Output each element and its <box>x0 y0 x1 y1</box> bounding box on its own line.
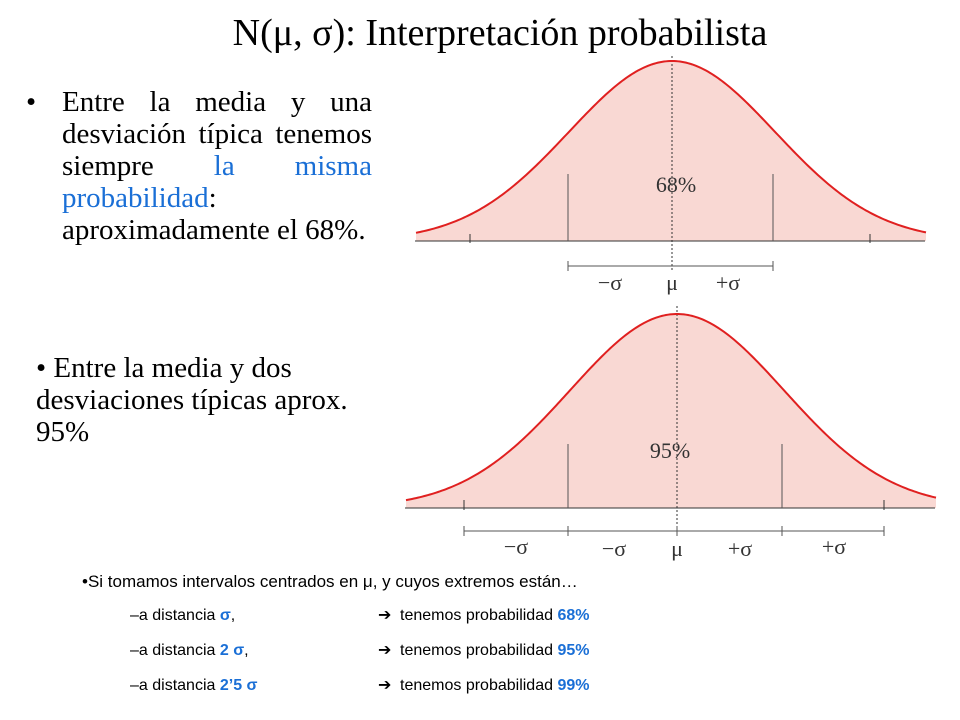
row-left-value: 2’5 σ <box>219 677 258 694</box>
percent-label: 68% <box>656 172 696 197</box>
arrow-right-icon: ➔ <box>378 642 392 659</box>
shaded-area-68 <box>416 61 926 241</box>
axis-label-mu: μ <box>666 270 678 295</box>
summary-row-right: ➔ tenemos probabilidad 99% <box>378 676 589 696</box>
row-right-text: tenemos probabilidad <box>400 642 558 659</box>
row-right-value: 68% <box>557 607 590 624</box>
summary-row-left: –a distancia 2’5 σ <box>130 676 257 696</box>
row-left-suffix: , <box>244 642 249 659</box>
arrow-right-icon: ➔ <box>378 677 392 694</box>
shaded-area-95 <box>406 314 936 508</box>
row-right-value: 99% <box>557 677 590 694</box>
arrow-right-icon: ➔ <box>378 607 392 624</box>
summary-row-left: –a distancia σ, <box>130 606 235 626</box>
axis-label-minus-sigma: −σ <box>598 270 622 295</box>
normal-curve <box>405 313 937 502</box>
bullet-dot: • <box>26 86 37 118</box>
bullet-highlight: la misma probabilidad <box>62 150 372 214</box>
row-left-text: –a distancia <box>130 642 220 659</box>
axis-label-minus-2sigma: −σ <box>504 534 528 559</box>
row-right-value: 95% <box>557 642 590 659</box>
summary-intro: •Si tomamos intervalos centrados en μ, y… <box>82 572 578 591</box>
axis-label-plus-2sigma: +σ <box>822 534 846 559</box>
axis-label-minus-sigma: −σ <box>602 536 626 561</box>
normal-curve <box>415 59 927 234</box>
summary-row-left: –a distancia 2 σ, <box>130 641 249 661</box>
bullet-text-post: : aproximadamente el 68%. <box>62 182 366 246</box>
page-title: N(μ, σ): Interpretación probabilista <box>232 12 768 54</box>
axis-label-plus-sigma: +σ <box>728 536 752 561</box>
row-left-text: –a distancia <box>130 677 220 694</box>
row-left-value: σ <box>219 607 231 624</box>
row-left-text: –a distancia <box>130 607 220 624</box>
summary-row-right: ➔ tenemos probabilidad 95% <box>378 641 589 661</box>
row-left-suffix: , <box>230 607 236 624</box>
row-left-value: 2 σ <box>219 642 245 659</box>
bullet-text-pre: Entre la media y una desviación típica t… <box>62 86 372 182</box>
bullet-one-sigma-text: Entre la media y una desviación típica t… <box>62 86 372 246</box>
row-right-text: tenemos probabilidad <box>400 607 558 624</box>
percent-label: 95% <box>650 438 690 463</box>
row-right-text: tenemos probabilidad <box>400 677 558 694</box>
summary-row-right: ➔ tenemos probabilidad 68% <box>378 606 589 626</box>
bullet-two-sigma: • Entre la media y dos desviaciones típi… <box>36 352 348 448</box>
axis-label-mu: μ <box>671 536 683 561</box>
normal-curve-95-figure: 95% −σ −σ μ +σ +σ <box>405 306 937 561</box>
normal-curve-68-figure: 68% −σ μ +σ <box>415 56 927 295</box>
axis-label-plus-sigma: +σ <box>716 270 740 295</box>
